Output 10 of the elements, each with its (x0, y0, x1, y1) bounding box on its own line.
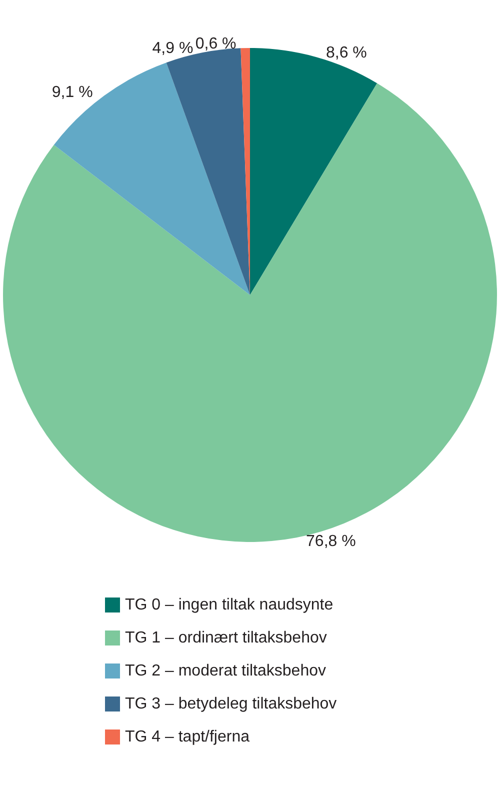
data-label: 76,8 % (306, 533, 356, 550)
data-label: 4,9 % (152, 40, 194, 58)
data-label: 9,1 % (52, 84, 93, 101)
legend-label: TG 4 – tapt/fjerna (125, 728, 250, 746)
legend-label: TG 2 – moderat tiltaksbehov (125, 662, 326, 680)
legend-label: TG 0 – ingen tiltak naudsynte (125, 596, 334, 614)
data-label: 8,6 % (326, 44, 367, 62)
legend-label: TG 3 – betydeleg tiltaksbehov (125, 696, 337, 712)
data-label: 0,6 % (195, 36, 236, 53)
legend-label: TG 1 – ordinært tiltaksbehov (125, 630, 327, 646)
